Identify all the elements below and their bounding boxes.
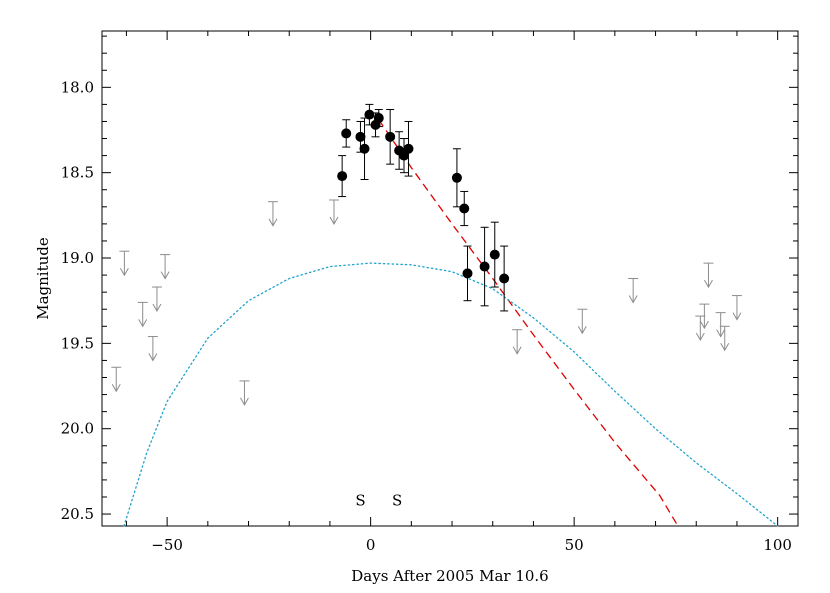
plot-frame [101,30,799,527]
detection-point [459,190,470,227]
detection-marker [403,143,414,154]
upper-limit-arrow [719,325,730,352]
detection-point [489,221,500,288]
detection-marker [359,143,370,154]
detection-points [337,103,510,312]
detection-point [341,119,352,148]
upper-limit-arrow [577,308,588,335]
spectrum-marker: S [355,491,365,509]
y-tick-label: 18.5 [61,164,94,182]
y-tick-label: 19.0 [61,249,94,267]
upper-limit-head [119,267,129,277]
upper-limit-head [577,325,587,335]
y-tick-label: 19.5 [61,334,94,352]
upper-limit-head [160,271,170,280]
detection-point [337,155,348,198]
detection-marker [337,171,348,182]
red-model-curve [378,119,679,527]
detection-marker [462,268,473,279]
detection-marker [341,128,352,139]
detection-point [451,148,462,208]
upper-limit-head [240,397,249,406]
upper-limit-arrow [731,295,742,321]
y-tick-label: 20.5 [61,505,94,523]
upper-limit-head [268,218,278,227]
upper-limit-head [699,320,709,330]
upper-limit-arrow [628,278,639,304]
upper-limit-arrow [119,250,130,277]
upper-limit-head [148,353,158,362]
y-tick-label: 20.0 [61,420,94,438]
detection-marker [364,109,375,120]
model-curves [123,119,779,527]
detection-point [385,109,396,165]
x-tick-label: 0 [366,536,376,554]
detection-point [364,103,375,126]
x-tick-label: −50 [151,536,183,554]
blue-model-curve [123,262,779,527]
detection-point [499,245,510,312]
axis-ticks [102,31,798,526]
upper-limit-arrow [267,201,278,227]
upper-limit-head [716,329,726,338]
detection-point [359,117,370,180]
axis-tick-labels: −50 0 50 100 18.0 18.5 19.0 19.5 20.0 20.5 [61,78,792,554]
upper-limit-head [628,295,638,304]
upper-limit-head [329,216,339,225]
y-axis-title: Magnitude [34,237,52,320]
upper-limit-arrow [512,329,523,355]
detection-point [373,109,384,128]
detection-point [394,131,405,170]
upper-limit-arrow [329,199,339,225]
upper-limit-arrow [137,301,148,328]
detection-point [462,245,473,302]
upper-limit-arrow [699,303,710,330]
x-tick-label: 100 [763,536,792,554]
upper-limit-head [732,312,742,321]
upper-limit-head [695,332,705,342]
detection-point [479,226,490,307]
y-tick-label: 18.0 [61,78,94,96]
upper-limit-arrow [715,312,726,338]
upper-limit-head [720,343,730,352]
upper-limit-head [111,384,121,393]
detection-point [399,138,410,174]
detection-marker [489,249,500,260]
upper-limit-head [512,346,522,355]
detection-marker [385,131,396,142]
upper-limit-arrows [111,199,742,406]
detection-point [403,120,414,177]
detection-marker [499,273,510,284]
x-tick-label: 50 [565,536,584,554]
detection-marker [459,203,470,214]
upper-limit-arrow [239,380,250,406]
upper-limit-arrow [695,315,706,342]
upper-limit-head [152,303,162,313]
detection-marker [373,113,384,124]
spectrum-marker: S [392,491,402,509]
x-axis-title: Days After 2005 Mar 10.6 [351,567,548,585]
detection-marker [451,172,462,183]
detection-marker [355,131,366,142]
upper-limit-head [704,279,713,289]
detection-marker [479,261,490,272]
upper-limit-head [138,319,148,328]
upper-limit-arrow [111,366,122,393]
upper-limit-arrow [703,262,714,289]
upper-limit-arrow [160,254,171,280]
upper-limit-arrow [151,286,162,313]
upper-limit-arrow [147,336,158,362]
